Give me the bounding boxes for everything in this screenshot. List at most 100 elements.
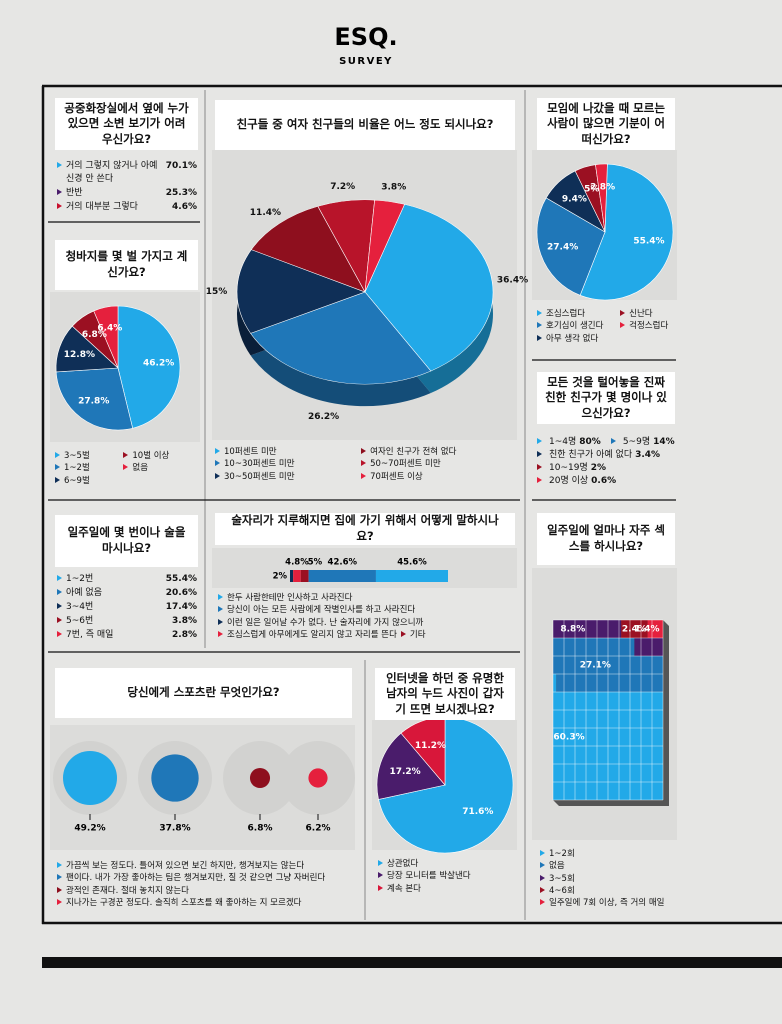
legend-arrow [620, 310, 626, 316]
legend-arrow [537, 310, 542, 316]
legend-arrow [123, 452, 129, 458]
bubble [63, 751, 117, 805]
legend-label: 30~50퍼센트 미만 [224, 471, 295, 482]
legend: 가끔씩 보는 정도다. 틀어져 있으면 보긴 하지만, 챙겨보지는 않는다 팬이다… [57, 860, 357, 909]
data-label: 5% [308, 558, 323, 568]
panel-title: 청바지를 몇 벌 가지고 계신가요? [55, 240, 198, 290]
slice [376, 732, 446, 800]
legend-item: 지나가는 구경꾼 정도다. 솔직히 스포츠를 왜 좋아하는 지 모르겠다 [57, 897, 357, 909]
list: 거의 그렇지 않거나 아예 신경 안 쓴다 70.1% 반반 25.3% 거의 대부분 … [57, 160, 197, 215]
legend-item: 10~30퍼센트 미만 [215, 458, 353, 470]
data-label: 6.2% [306, 824, 331, 834]
list-item: 거의 대부분 그렇다 4.6% [57, 201, 197, 214]
list-value: 70.1% [165, 161, 197, 171]
slice [378, 716, 514, 854]
legend-arrow [215, 472, 220, 479]
legend-item: 일주일에 7회 이상, 즉 거의 매일 [540, 897, 680, 909]
data-label: 26.2% [308, 412, 339, 422]
legend-label: 신난다 [629, 309, 653, 319]
data-label: 45.6% [397, 558, 427, 568]
legend-arrow [361, 460, 367, 467]
list-value: 2.8% [172, 630, 197, 641]
list-item: 7번, 즉 매일 2.8% [57, 629, 197, 642]
pie [536, 163, 674, 301]
list-item: 10~19명 2% [537, 462, 606, 475]
legend-item: 계속 본다 [378, 883, 518, 895]
legend-arrow [537, 334, 542, 341]
list-value: 14% [653, 437, 675, 447]
data-label: 3.8% [381, 183, 406, 193]
legend-label: 아무 생각 없다 [546, 333, 599, 344]
bar-segment [375, 570, 448, 582]
legend-item: 기타 [400, 629, 426, 641]
data-label: 7.2% [330, 182, 355, 192]
data-label: 11.4% [250, 208, 281, 218]
bubble [151, 754, 199, 802]
legend-item: 여자인 친구가 전혀 없다 [361, 446, 515, 458]
footer-bar [42, 957, 782, 968]
list-label: 거의 그렇지 않거나 아예 신경 안 쓴다 [66, 161, 158, 185]
legend-item: 없음 [123, 462, 195, 474]
legend-item: 1~2벌 [55, 462, 115, 474]
legend-label: 1~2회 [549, 849, 575, 859]
legend-arrow [218, 618, 223, 625]
list-label: 5~9명 [622, 437, 651, 447]
legend: 10퍼센트 미만 10~30퍼센트 미만 30~50퍼센트 미만 여자인 친구가 전혀… [215, 446, 515, 483]
list-value: 80% [579, 437, 601, 447]
list-label: 20명 이상 [549, 476, 589, 487]
legend-item: 한두 사람한테만 인사하고 사라진다 [218, 592, 352, 604]
list-label: 반반 [66, 188, 83, 199]
legend-label: 광적인 존재다. 절대 놓치지 않는다 [66, 885, 189, 896]
data-label: 8.8% [560, 625, 585, 635]
legend-label: 여자인 친구가 전혀 없다 [370, 447, 457, 457]
legend-item: 가끔씩 보는 정도다. 틀어져 있으면 보긴 하지만, 챙겨보지는 않는다 [57, 860, 357, 872]
list-value: 55.4% [165, 574, 197, 584]
legend-label: 3~5회 [549, 873, 575, 884]
list-item: 5~6번 3.8% [57, 615, 197, 628]
bubble [249, 767, 271, 789]
legend-arrow [215, 448, 220, 454]
legend-item: 아무 생각 없다 [537, 333, 612, 345]
legend-arrow [215, 460, 220, 467]
legend-label: 계속 본다 [387, 883, 421, 894]
slice [364, 199, 405, 293]
legend-arrow [378, 884, 383, 891]
data-label: 36.4% [497, 275, 528, 285]
legend-label: 10~30퍼센트 미만 [224, 459, 295, 470]
data-label: 49.2% [74, 824, 105, 834]
legend: 조심스럽다 호기심이 생긴다 아무 생각 없다 신난다 걱정스럽다 [537, 308, 677, 345]
data-label: 27.8% [78, 396, 109, 406]
data-label: 6.8% [248, 824, 273, 834]
bar-segment [308, 570, 376, 582]
data-label: 15% [206, 287, 228, 297]
legend-item: 상관없다 [378, 858, 518, 870]
data-label: 4.8% [285, 558, 309, 568]
data-label: 17.2% [389, 767, 420, 777]
legend: 상관없다 당장 모니터를 박살낸다 계속 본다 [378, 858, 518, 895]
list-item: 5~9명 14% [610, 436, 675, 449]
legend-arrow [57, 886, 62, 893]
list-value: 25.3% [165, 188, 197, 199]
list-value: 2% [590, 463, 607, 474]
legend-arrow [57, 575, 62, 581]
list-label: 5~6번 [66, 616, 94, 627]
legend-arrow [57, 631, 62, 638]
panel-title: 공중화장실에서 옆에 누가 있으면 소변 보기가 어려우신가요? [55, 98, 198, 150]
legend-item: 70퍼센트 이상 [361, 471, 515, 483]
legend-arrow [57, 874, 62, 881]
list-value: 3.4% [635, 450, 661, 461]
list-label: 1~4명 [549, 437, 577, 447]
legend-arrow [361, 448, 367, 454]
list-item: 1~4명 80% [537, 436, 601, 449]
list-label: 친한 친구가 아예 없다 [549, 450, 633, 461]
legend-item: 10퍼센트 미만 [215, 446, 353, 458]
slice [117, 305, 181, 429]
legend-arrow [537, 477, 542, 484]
data-label: 2.4% [622, 625, 647, 635]
legend-item: 호기심이 생긴다 [537, 320, 612, 332]
legend-item: 없음 [540, 860, 680, 872]
legend-arrow [55, 452, 60, 458]
legend-arrow [57, 898, 62, 905]
list-item: 아예 없음 20.6% [57, 587, 197, 600]
legend-arrow [123, 464, 129, 471]
